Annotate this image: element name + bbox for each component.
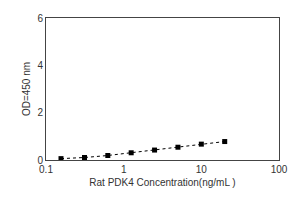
- svg-text:2: 2: [37, 107, 43, 118]
- svg-text:4: 4: [37, 60, 43, 71]
- svg-text:1: 1: [121, 164, 127, 175]
- svg-text:10: 10: [196, 164, 208, 175]
- svg-text:100: 100: [271, 164, 288, 175]
- svg-text:0: 0: [37, 155, 43, 166]
- svg-text:6: 6: [37, 13, 43, 24]
- svg-text:Rat PDK4 Concentration(ng/mL ): Rat PDK4 Concentration(ng/mL ): [89, 177, 235, 188]
- svg-text:0.1: 0.1: [39, 164, 53, 175]
- svg-text:OD=450 nm: OD=450 nm: [21, 62, 32, 116]
